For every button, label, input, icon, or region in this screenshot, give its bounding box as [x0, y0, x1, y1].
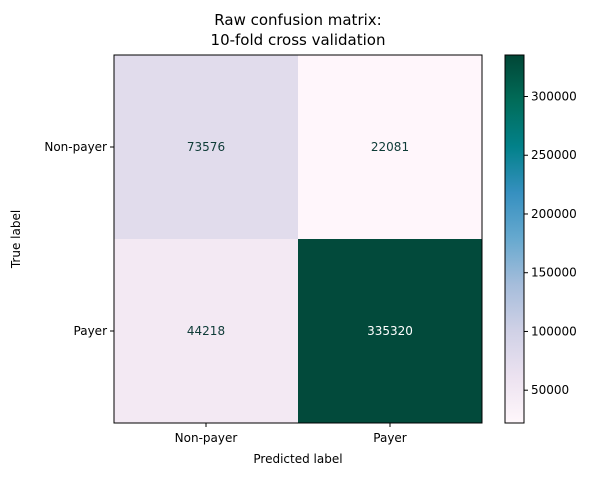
x-tick-label-0: Non-payer	[175, 431, 238, 445]
cell-value-label-1-1: 335320	[367, 324, 413, 338]
colorbar-tick-label-4: 250000	[531, 148, 577, 162]
y-tick-label-1: Payer	[74, 324, 108, 338]
y-tick-label-0: Non-payer	[44, 140, 107, 154]
chart-title-line-1: Raw confusion matrix:	[214, 11, 381, 29]
heatmap-cell-1-0	[114, 239, 298, 423]
colorbar-tick-label-0: 50000	[531, 383, 569, 397]
axes-frame	[113, 54, 483, 424]
x-axis-label: Predicted label	[253, 452, 342, 466]
colorbar-ticks: 50000 100000 150000 200000 250000 300000	[524, 89, 577, 397]
x-axis-ticks: Non-payer Payer	[175, 423, 407, 445]
heatmap-cell-0-0	[114, 55, 298, 239]
chart-title-line-2: 10-fold cross validation	[211, 31, 386, 49]
y-axis-label: True label	[9, 210, 23, 269]
colorbar-tick-label-2: 150000	[531, 266, 577, 280]
colorbar-frame	[504, 54, 525, 424]
colorbar	[505, 55, 524, 423]
x-tick-label-1: Payer	[373, 431, 407, 445]
cell-value-label-0-1: 22081	[371, 140, 409, 154]
heatmap-cells: 73576 22081 44218 335320	[114, 55, 482, 423]
colorbar-tick-label-3: 200000	[531, 207, 577, 221]
cell-value-label-1-0: 44218	[187, 324, 225, 338]
colorbar-tick-label-5: 300000	[531, 89, 577, 103]
colorbar-tick-label-1: 100000	[531, 324, 577, 338]
y-axis-ticks: Non-payer Payer	[44, 140, 114, 338]
cell-value-label-0-0: 73576	[187, 140, 225, 154]
heatmap-cell-1-1	[298, 239, 482, 423]
heatmap-cell-0-1	[298, 55, 482, 239]
